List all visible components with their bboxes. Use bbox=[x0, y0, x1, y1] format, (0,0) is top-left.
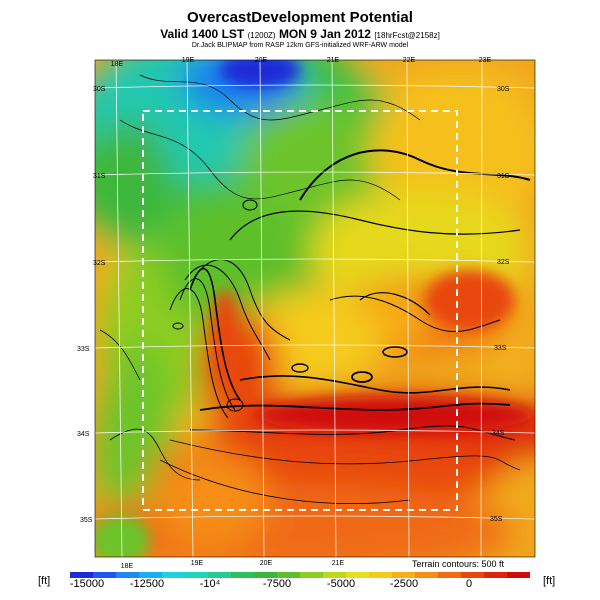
lat-lon-grid bbox=[95, 60, 535, 557]
colorbar-swatch bbox=[415, 572, 439, 578]
bottom-lon-label: 18E bbox=[121, 563, 134, 570]
left-lat-label: 30S bbox=[93, 86, 106, 93]
colorbar bbox=[70, 572, 530, 578]
colorbar-swatch bbox=[346, 572, 370, 578]
top-lon-label: 23E bbox=[479, 57, 492, 64]
terrain-contour-note: Terrain contours: 500 ft bbox=[411, 559, 504, 569]
colorbar-swatch bbox=[323, 572, 347, 578]
model-credit: Dr.Jack BLIPMAP from RASP 12km GFS-initi… bbox=[191, 42, 409, 49]
colorbar-swatch bbox=[484, 572, 508, 578]
valid-time-line: Valid 1400 LST (1200Z) MON 9 Jan 2012 [1… bbox=[0, 27, 600, 41]
bottom-lon-label: 20E bbox=[260, 560, 273, 567]
colorbar-label: -2500 bbox=[389, 578, 419, 590]
colorbar-unit-right: [ft] bbox=[543, 575, 556, 587]
colorbar-swatch bbox=[116, 572, 140, 578]
utc-time: (1200Z) bbox=[247, 31, 276, 40]
potential-field bbox=[95, 60, 535, 557]
colorbar-swatch bbox=[438, 572, 462, 578]
inner-domain-box bbox=[142, 110, 458, 511]
colorbar-swatch bbox=[162, 572, 186, 578]
right-lat-label: 35S bbox=[490, 516, 503, 523]
top-lon-label: 20E bbox=[255, 57, 268, 64]
right-lat-label: 32S bbox=[497, 259, 510, 266]
bottom-lon-label: 21E bbox=[332, 560, 345, 567]
colorbar-swatch bbox=[93, 572, 117, 578]
colorbar-label: 0 bbox=[465, 578, 473, 590]
colorbar-swatch bbox=[277, 572, 301, 578]
colorbar-swatch bbox=[70, 572, 94, 578]
colorbar-swatch bbox=[208, 572, 232, 578]
colorbar-swatch bbox=[461, 572, 485, 578]
left-lat-label: 32S bbox=[93, 260, 106, 267]
top-lon-label: 22E bbox=[403, 57, 416, 64]
colorbar-swatch bbox=[254, 572, 278, 578]
map-title: OvercastDevelopment Potential bbox=[187, 9, 413, 26]
colorbar-swatch bbox=[369, 572, 393, 578]
left-lat-label: 33S bbox=[77, 346, 90, 353]
left-lat-label: 34S bbox=[77, 431, 90, 438]
colorbar-label: -10⁴ bbox=[199, 578, 221, 590]
colorbar-swatch bbox=[139, 572, 163, 578]
colorbar-label: -7500 bbox=[262, 578, 292, 590]
colorbar-unit-left: [ft] bbox=[38, 575, 51, 587]
bottom-lon-label: 19E bbox=[191, 560, 204, 567]
left-lat-label: 35S bbox=[80, 517, 93, 524]
terrain-contours bbox=[99, 74, 531, 505]
colorbar-label: -15000 bbox=[69, 578, 105, 590]
colorbar-swatch bbox=[507, 572, 530, 578]
right-lat-label: 34S bbox=[492, 430, 505, 437]
colorbar-label: -12500 bbox=[129, 578, 165, 590]
top-lon-label: 21E bbox=[327, 57, 340, 64]
colorbar-swatch bbox=[300, 572, 324, 578]
right-lat-label: 30S bbox=[497, 86, 510, 93]
colorbar-swatch bbox=[231, 572, 255, 578]
right-lat-label: 31S bbox=[497, 173, 510, 180]
colorbar-swatch bbox=[185, 572, 209, 578]
colorbar-swatch bbox=[392, 572, 416, 578]
valid-time: Valid 1400 LST bbox=[160, 27, 245, 41]
top-lon-label: 19E bbox=[182, 57, 195, 64]
right-lat-label: 33S bbox=[494, 345, 507, 352]
valid-date: MON 9 Jan 2012 bbox=[278, 27, 371, 41]
map-frame bbox=[94, 59, 536, 558]
colorbar-label: -5000 bbox=[326, 578, 356, 590]
forecast-info: [18hrFcst@2158z] bbox=[374, 31, 440, 40]
left-lat-label: 31S bbox=[93, 173, 106, 180]
top-lon-label: 18E bbox=[111, 61, 124, 68]
